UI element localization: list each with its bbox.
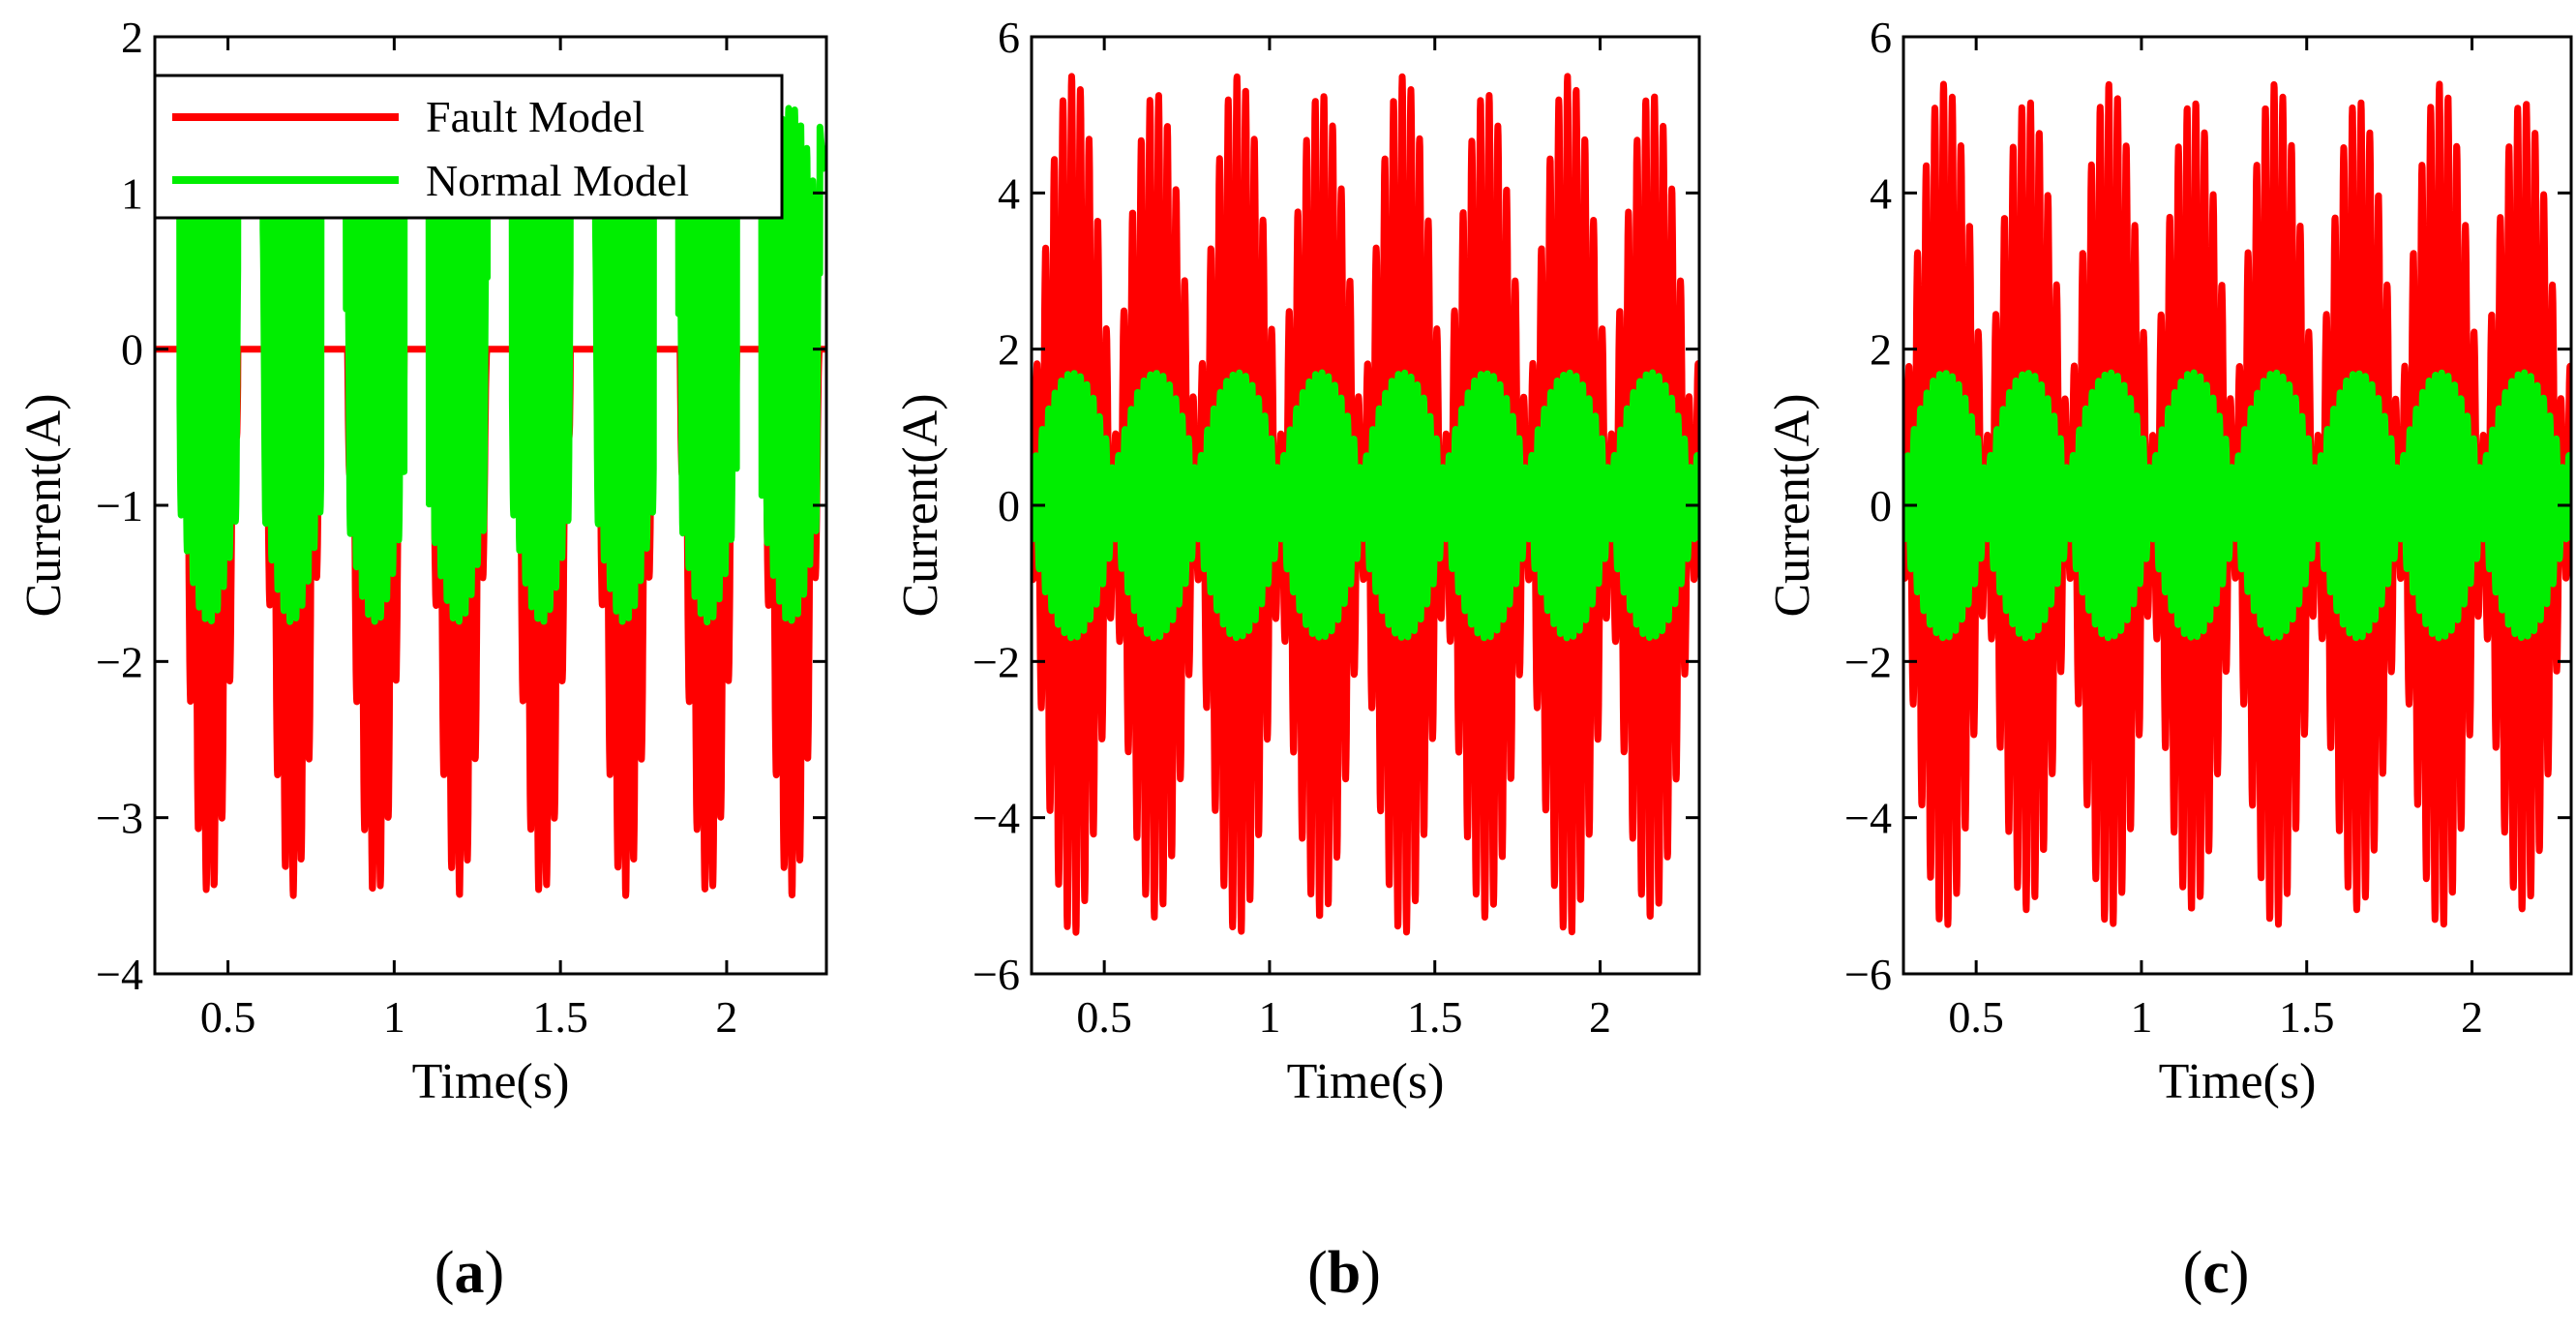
y-tick-label: −6 (973, 950, 1020, 999)
plot-lines (1032, 73, 1699, 936)
x-tick-label: 1.5 (1407, 992, 1463, 1042)
y-tick-label: −4 (973, 794, 1020, 843)
y-tick-label: 6 (998, 13, 1020, 62)
y-tick-label: −1 (96, 481, 143, 530)
y-tick-label: −2 (973, 637, 1020, 686)
x-tick-label: 2 (1589, 992, 1611, 1042)
x-tick-label: 1.5 (2279, 992, 2335, 1042)
x-tick-label: 0.5 (200, 992, 256, 1042)
x-tick-label: 2 (715, 992, 737, 1042)
y-tick-label: 0 (1870, 481, 1892, 530)
x-axis-label: Time(s) (412, 1054, 570, 1109)
panel-b: 0.5 1 1.5 2 −6 −4 −2 0 2 4 6 Time(s) Current(A) (b) (893, 13, 1701, 1306)
y-tick-label: 2 (121, 13, 143, 62)
caption-close: ) (2230, 1240, 2250, 1306)
y-tick-label: −4 (96, 950, 143, 999)
legend: Fault Model Normal Model (153, 74, 784, 220)
x-axis-label: Time(s) (1287, 1054, 1445, 1109)
y-tick-label: −2 (1844, 637, 1892, 686)
y-tick-label: −3 (96, 794, 143, 843)
legend-box (153, 74, 784, 220)
caption-open: ( (2183, 1240, 2203, 1306)
caption-close: ) (485, 1240, 505, 1306)
y-tick-label: 2 (1870, 325, 1892, 375)
panel-caption: (c) (2183, 1240, 2250, 1306)
x-tick-label: 1.5 (532, 992, 588, 1042)
x-tick-label: 2 (2461, 992, 2483, 1042)
y-tick-label: −6 (1844, 950, 1892, 999)
x-tick-label: 0.5 (1948, 992, 2004, 1042)
y-tick-label: −2 (96, 637, 143, 686)
legend-normal-label: Normal Model (426, 156, 689, 205)
x-tick-label: 1 (383, 992, 405, 1042)
y-tick-label: 0 (998, 481, 1020, 530)
panel-caption: (b) (1307, 1240, 1381, 1306)
y-tick-label: −4 (1844, 794, 1892, 843)
panel-c: 0.5 1 1.5 2 −6 −4 −2 0 2 4 6 Time(s) Current(A) (c) (1765, 13, 2573, 1306)
caption-letter: b (1328, 1240, 1361, 1306)
y-axis-label: Current(A) (893, 393, 948, 617)
caption-open: ( (434, 1240, 455, 1306)
plot-lines (1903, 80, 2571, 928)
y-tick-label: 6 (1870, 13, 1892, 62)
y-tick-label: 4 (1870, 168, 1892, 218)
x-tick-label: 0.5 (1076, 992, 1132, 1042)
legend-fault-label: Fault Model (426, 92, 644, 141)
caption-letter: c (2202, 1240, 2230, 1306)
caption-open: ( (1307, 1240, 1328, 1306)
caption-close: ) (1361, 1240, 1381, 1306)
x-tick-label: 1 (1258, 992, 1280, 1042)
series-line-normal (1903, 369, 2571, 642)
y-tick-label: 0 (121, 325, 143, 375)
y-axis-label: Current(A) (1765, 393, 1820, 617)
panel-caption: (a) (434, 1240, 504, 1306)
x-tick-label: 1 (2130, 992, 2152, 1042)
y-tick-label: 4 (998, 168, 1020, 218)
y-tick-label: 2 (998, 325, 1020, 375)
x-axis-label: Time(s) (2159, 1054, 2317, 1109)
y-tick-label: 1 (121, 168, 143, 218)
caption-letter: a (455, 1240, 485, 1306)
series-line-normal (1032, 369, 1699, 642)
y-axis-label: Current(A) (16, 393, 72, 617)
